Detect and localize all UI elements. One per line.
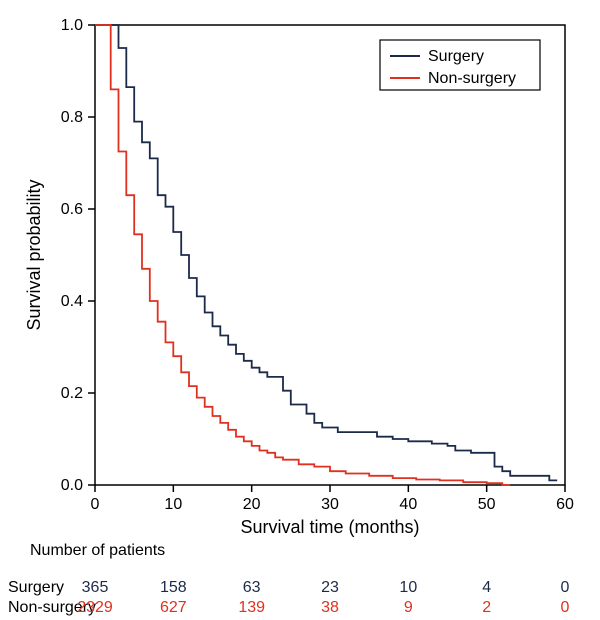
risk-value: 139 bbox=[238, 599, 265, 616]
y-axis-title: Survival probability bbox=[24, 179, 44, 330]
x-axis-title: Survival time (months) bbox=[240, 517, 419, 537]
risk-table: Surgery36515863231040Non-surgery23296271… bbox=[8, 579, 570, 616]
y-tick-label: 0.8 bbox=[61, 109, 83, 126]
y-tick-label: 0.0 bbox=[61, 477, 83, 494]
series-surgery bbox=[95, 25, 557, 480]
x-tick-label: 40 bbox=[399, 496, 417, 513]
risk-value: 23 bbox=[321, 579, 339, 596]
x-axis-ticks: 0 10 20 30 40 50 60 bbox=[91, 485, 574, 513]
risk-table-title: Number of patients bbox=[30, 542, 165, 559]
x-tick-label: 10 bbox=[164, 496, 182, 513]
risk-value: 627 bbox=[160, 599, 187, 616]
risk-value: 9 bbox=[404, 599, 413, 616]
y-tick-label: 1.0 bbox=[61, 17, 83, 34]
x-tick-label: 50 bbox=[478, 496, 496, 513]
risk-value: 0 bbox=[561, 599, 570, 616]
risk-value: 2 bbox=[482, 599, 491, 616]
x-tick-label: 30 bbox=[321, 496, 339, 513]
y-tick-label: 0.2 bbox=[61, 385, 83, 402]
legend-label: Non-surgery bbox=[428, 70, 516, 87]
risk-value: 0 bbox=[561, 579, 570, 596]
risk-value: 4 bbox=[482, 579, 491, 596]
y-tick-label: 0.6 bbox=[61, 201, 83, 218]
risk-value: 10 bbox=[399, 579, 417, 596]
x-tick-label: 20 bbox=[243, 496, 261, 513]
risk-row-label: Surgery bbox=[8, 579, 64, 596]
risk-value: 63 bbox=[243, 579, 261, 596]
risk-value: 158 bbox=[160, 579, 187, 596]
plot-border bbox=[95, 25, 565, 485]
risk-value: 2329 bbox=[77, 599, 113, 616]
x-tick-label: 60 bbox=[556, 496, 574, 513]
series-non-surgery bbox=[95, 25, 510, 485]
risk-value: 38 bbox=[321, 599, 339, 616]
risk-value: 365 bbox=[82, 579, 109, 596]
legend-label: Surgery bbox=[428, 48, 484, 65]
legend: Surgery Non-surgery bbox=[380, 40, 540, 90]
y-axis-ticks: 0.0 0.2 0.4 0.6 0.8 1.0 bbox=[61, 17, 95, 494]
x-tick-label: 0 bbox=[91, 496, 100, 513]
y-tick-label: 0.4 bbox=[61, 293, 83, 310]
